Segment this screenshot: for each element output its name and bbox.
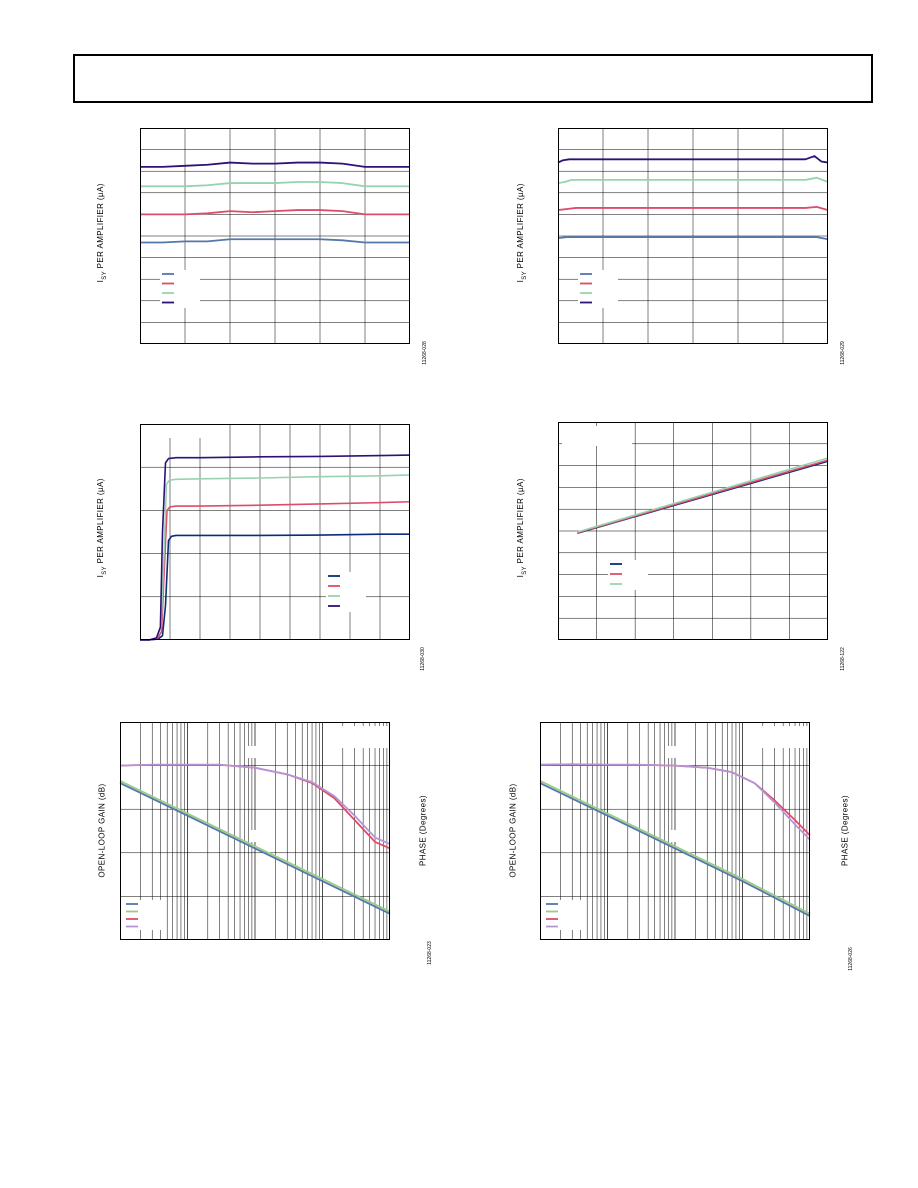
series-line-2 (557, 176, 829, 184)
annotation-box (250, 830, 268, 842)
figure-code-2: 11268-029 (840, 341, 846, 365)
series-line-1 (557, 155, 829, 164)
legend-bg (608, 570, 648, 580)
legend-bg (578, 270, 618, 280)
legend-bg (326, 582, 366, 592)
legend (578, 270, 618, 308)
y-axis-label-isy-1: ISY PER AMPLIFIER (µA) (96, 183, 108, 283)
legend-bg (578, 298, 618, 308)
legend-bg (608, 580, 648, 590)
y-axis-label-gain-1: OPEN-LOOP GAIN (dB) (97, 783, 107, 878)
y-axis-label-gain-2: OPEN-LOOP GAIN (dB) (508, 783, 518, 878)
y-axis-label-isy-2: ISY PER AMPLIFIER (µA) (516, 183, 528, 283)
legend-bg (326, 572, 366, 582)
series-line-4 (140, 454, 411, 641)
legend-bg (544, 907, 584, 915)
series-line-2 (119, 780, 391, 913)
annotation-box (670, 830, 688, 842)
series-line-3 (557, 205, 829, 211)
plot-frame (558, 422, 828, 640)
figure-code-4: 11268-122 (840, 647, 846, 671)
series-line-4 (557, 236, 829, 241)
plot-frame (140, 128, 410, 344)
figure-code-6: 11268-026 (848, 947, 854, 971)
legend-bg (326, 592, 366, 602)
series-line-3 (140, 474, 411, 641)
series-line-2 (140, 181, 410, 188)
legend-bg (544, 900, 584, 908)
series-line-1 (119, 782, 391, 915)
series-line-4 (140, 238, 410, 244)
annotation-box (756, 726, 808, 748)
legend-bg (544, 922, 584, 930)
chart-isy-middle-right (558, 422, 829, 640)
y-axis-label-isy-3: ISY PER AMPLIFIER (µA) (96, 478, 108, 578)
figure-code-1: 11268-028 (422, 341, 428, 365)
series-line-2 (577, 459, 829, 534)
y-axis-label-phase-2: PHASE (Degrees) (840, 795, 850, 866)
annotation-box (336, 726, 388, 748)
annotation-box (668, 746, 688, 758)
plot-frame (558, 128, 828, 344)
legend-bg (160, 289, 200, 299)
plot-frame (140, 424, 410, 640)
legend-bg (326, 602, 366, 612)
legend (160, 270, 200, 308)
series-line-4 (119, 763, 391, 845)
legend-bg (544, 915, 584, 923)
legend-bg (578, 279, 618, 289)
annotation-box (248, 746, 268, 758)
grid (120, 722, 390, 940)
legend (608, 560, 648, 590)
legend-bg (160, 279, 200, 289)
y-axis-label-isy-4: ISY PER AMPLIFIER (µA) (516, 478, 528, 578)
figure-code-3: 11268-030 (420, 647, 426, 671)
annotation-box (562, 426, 632, 446)
grid (558, 128, 828, 344)
legend (544, 900, 584, 930)
annotation-box (168, 424, 228, 438)
page-header-box (73, 54, 873, 103)
plot-frame (120, 722, 390, 940)
series-line-2 (140, 500, 411, 641)
legend-bg (124, 907, 164, 915)
legend (124, 900, 164, 930)
legend-bg (124, 900, 164, 908)
grid (558, 422, 828, 640)
legend-bg (124, 922, 164, 930)
series-line-1 (140, 533, 410, 641)
series-line-3 (577, 457, 829, 533)
chart-gain-phase-bottom-left (119, 722, 391, 940)
legend-bg (124, 915, 164, 923)
series-line-1 (140, 161, 410, 168)
legend-bg (608, 560, 648, 570)
legend-bg (160, 270, 200, 280)
y-axis-label-phase-1: PHASE (Degrees) (418, 795, 428, 866)
grid (140, 128, 410, 344)
series-line-3 (140, 209, 410, 216)
chart-isy-top-left (140, 128, 410, 344)
legend-bg (578, 289, 618, 299)
legend (326, 572, 366, 612)
chart-gain-phase-bottom-right (539, 722, 811, 940)
figure-code-5: 11268-023 (427, 941, 433, 965)
chart-isy-top-right (557, 128, 829, 344)
series-line-2 (539, 780, 811, 915)
legend-bg (160, 298, 200, 308)
plot-frame (540, 722, 810, 940)
series-line-1 (539, 782, 811, 917)
chart-isy-middle-left (140, 424, 411, 641)
series-line-4 (539, 763, 811, 841)
